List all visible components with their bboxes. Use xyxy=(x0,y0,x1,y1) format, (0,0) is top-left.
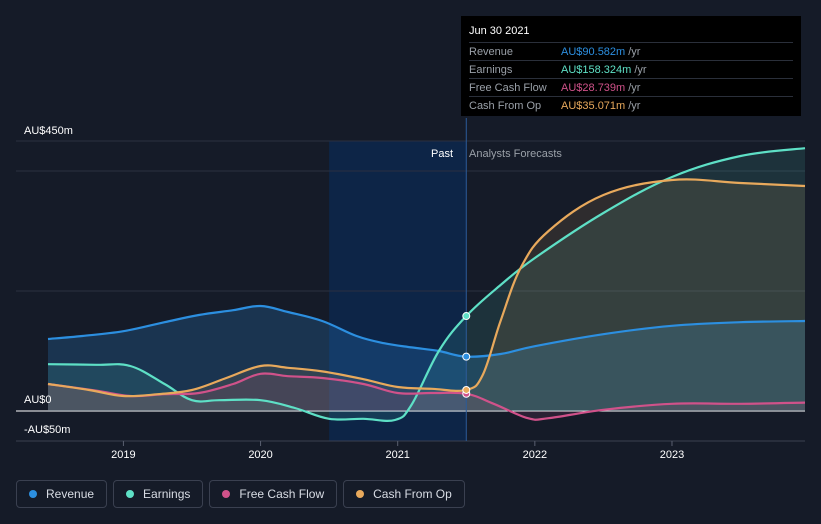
legend-item-earnings[interactable]: Earnings xyxy=(113,480,204,508)
tooltip-row: Revenue AU$90.582m/yr xyxy=(469,42,793,60)
legend-item-revenue[interactable]: Revenue xyxy=(16,480,108,508)
tooltip-row-unit: /yr xyxy=(628,81,641,94)
x-tick-label: 2022 xyxy=(523,449,547,461)
tooltip-row-value: AU$35.071m xyxy=(561,99,626,112)
past-label: Past xyxy=(431,148,453,160)
area-cash-from-op xyxy=(48,179,805,411)
line-earnings xyxy=(47,147,806,422)
x-tick-label: 2019 xyxy=(111,449,135,461)
series-areas xyxy=(48,148,805,421)
legend-item-free-cash-flow[interactable]: Free Cash Flow xyxy=(209,480,338,508)
tooltip-row-label: Earnings xyxy=(469,63,513,76)
forecast-label: Analysts Forecasts xyxy=(469,148,562,160)
area-free-cash-flow xyxy=(48,373,805,420)
marker-earnings xyxy=(462,312,471,321)
area-revenue xyxy=(48,305,805,411)
legend-dot-icon xyxy=(126,490,135,498)
tooltip-row-value: AU$90.582m xyxy=(561,45,626,58)
tooltip: Jun 30 2021 Revenue AU$90.582m/yr Earnings… xyxy=(461,16,801,116)
tooltip-row: Earnings AU$158.324m/yr xyxy=(469,60,793,78)
y-axis-top-label: AU$450m xyxy=(24,125,73,137)
tooltip-row-label: Free Cash Flow xyxy=(469,81,547,94)
tooltip-row-value: AU$158.324m xyxy=(561,63,632,76)
tooltip-row-label: Revenue xyxy=(469,45,514,58)
tooltip-markers xyxy=(462,312,471,398)
legend-label: Revenue xyxy=(46,487,95,501)
area-earnings xyxy=(48,148,805,421)
tooltip-row: Cash From Op AU$35.071m/yr xyxy=(469,96,793,114)
y-axis-bottom-label: -AU$50m xyxy=(24,424,70,436)
tooltip-date: Jun 30 2021 xyxy=(469,25,530,37)
x-tick-label: 2020 xyxy=(248,449,272,461)
x-tick-label: 2021 xyxy=(385,449,409,461)
tooltip-row-value: AU$28.739m xyxy=(561,81,626,94)
legend-label: Earnings xyxy=(143,487,191,501)
x-tick-label: 2023 xyxy=(660,449,684,461)
line-cash-from-op xyxy=(47,178,806,398)
line-revenue xyxy=(47,304,806,358)
tooltip-row-unit: /yr xyxy=(628,99,641,112)
legend-dot-icon xyxy=(356,490,365,498)
legend-label: Cash From Op xyxy=(373,487,452,501)
legend-item-cash-from-op[interactable]: Cash From Op xyxy=(343,480,465,508)
marker-cash-from-op xyxy=(462,385,471,394)
tooltip-row-unit: /yr xyxy=(634,63,647,76)
y-axis-zero-label: AU$0 xyxy=(24,394,52,406)
legend-dot-icon xyxy=(29,490,37,498)
marker-revenue xyxy=(462,352,471,361)
series-lines xyxy=(47,147,806,422)
gridlines xyxy=(16,140,805,442)
legend-dot-icon xyxy=(222,490,231,498)
tooltip-row-label: Cash From Op xyxy=(469,99,542,112)
legend-label: Free Cash Flow xyxy=(239,487,325,501)
x-axis: 2019 2020 2021 2022 2023 xyxy=(111,441,684,461)
tooltip-row: Free Cash Flow AU$28.739m/yr xyxy=(469,78,793,96)
tooltip-row-unit: /yr xyxy=(628,45,641,58)
legend: Revenue Earnings Free Cash Flow Cash From O… xyxy=(16,480,465,508)
